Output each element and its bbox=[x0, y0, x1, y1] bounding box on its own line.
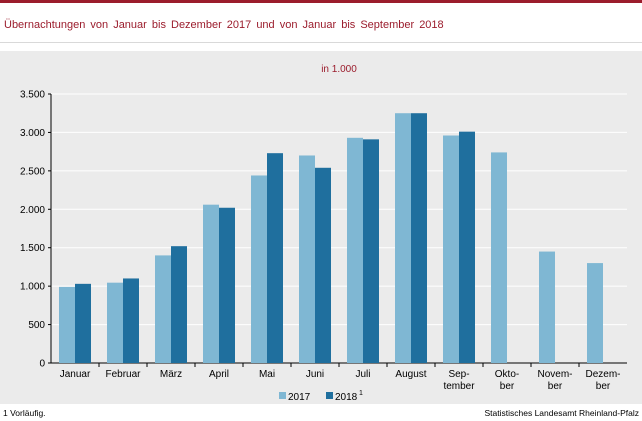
unit-label: in 1.000 bbox=[321, 64, 357, 75]
source-note: Statistisches Landesamt Rheinland-Pfalz bbox=[484, 408, 640, 418]
x-tick-label: März bbox=[160, 369, 182, 380]
bar-2017-5 bbox=[251, 175, 267, 363]
bar-2018-2 bbox=[123, 278, 139, 363]
x-tick-label: Juni bbox=[306, 369, 324, 380]
x-tick-label: Juli bbox=[355, 369, 370, 380]
bar-2018-7 bbox=[363, 139, 379, 363]
bar-2017-7 bbox=[347, 137, 363, 363]
bar-2018-9 bbox=[459, 131, 475, 363]
chart-panel: in 1.000 0 500 1.000 1.500 2.000 2.500 3.000 3.5… bbox=[0, 51, 642, 404]
bar-chart: in 1.000 0 500 1.000 1.500 2.000 2.500 3.000 3.5… bbox=[20, 64, 627, 403]
x-tick-label: Mai bbox=[259, 369, 275, 380]
bar-2018-3 bbox=[171, 246, 187, 363]
legend-swatch-2018 bbox=[326, 392, 333, 399]
bar-2017-4 bbox=[203, 204, 219, 363]
footnote: 1 Vorläufig. bbox=[3, 408, 46, 418]
y-tick-label: 0 bbox=[39, 359, 45, 370]
bar-2018-5 bbox=[267, 153, 283, 363]
y-tick-label: 2.000 bbox=[20, 205, 45, 216]
x-tick-label: April bbox=[209, 369, 229, 380]
legend-label-2018: 2018 bbox=[335, 392, 358, 403]
y-tick-label: 500 bbox=[28, 320, 45, 331]
top-accent-rule bbox=[0, 0, 642, 3]
bar-2017-1 bbox=[59, 286, 75, 363]
bar-2017-10 bbox=[491, 152, 507, 363]
title-divider bbox=[0, 42, 642, 43]
y-tick-label: 1.500 bbox=[20, 243, 45, 254]
bar-2017-3 bbox=[155, 255, 171, 363]
x-tick-label: Novem-ber bbox=[537, 369, 572, 392]
bar-2017-9 bbox=[443, 135, 459, 363]
y-tick-label: 3.000 bbox=[20, 128, 45, 139]
bar-2017-2 bbox=[107, 282, 123, 363]
bar-2017-12 bbox=[587, 263, 603, 363]
bar-2018-6 bbox=[315, 167, 331, 363]
x-tick-label: Okto-ber bbox=[495, 369, 519, 392]
bar-2018-1 bbox=[75, 283, 91, 363]
legend-swatch-2017 bbox=[279, 392, 286, 399]
legend-label-2017: 2017 bbox=[288, 392, 311, 403]
x-tick-label: August bbox=[395, 369, 426, 380]
x-tick-label: Februar bbox=[105, 369, 141, 380]
x-tick-label: Sep-tember bbox=[443, 369, 475, 392]
bar-2017-6 bbox=[299, 155, 315, 363]
bar-2018-4 bbox=[219, 207, 235, 363]
y-tick-label: 3.500 bbox=[20, 90, 45, 101]
bar-2018-8 bbox=[411, 113, 427, 363]
bar-2017-8 bbox=[395, 113, 411, 363]
y-tick-label: 1.000 bbox=[20, 282, 45, 293]
x-tick-label: Dezem-ber bbox=[585, 369, 620, 392]
y-tick-label: 2.500 bbox=[20, 166, 45, 177]
bar-2017-11 bbox=[539, 251, 555, 363]
chart-title: Übernachtungen von Januar bis Dezember 2… bbox=[4, 19, 444, 31]
legend-superscript: 1 bbox=[359, 390, 363, 397]
x-tick-label: Januar bbox=[60, 369, 91, 380]
